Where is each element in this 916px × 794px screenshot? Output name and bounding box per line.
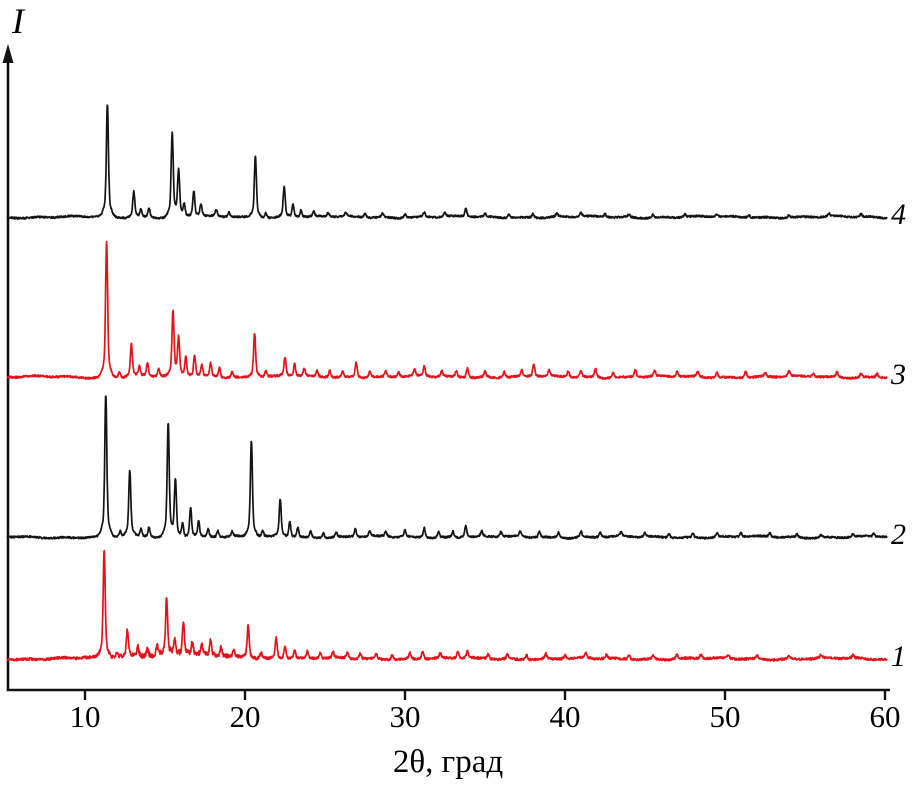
trace-1 xyxy=(6,549,888,662)
x-tick-label: 40 xyxy=(549,699,581,734)
trace-2 xyxy=(6,395,888,541)
x-tick-label: 10 xyxy=(69,699,101,734)
trace-3 xyxy=(6,240,888,380)
x-tick-label: 60 xyxy=(869,699,901,734)
x-tick-label: 30 xyxy=(389,699,421,734)
x-axis-label: 2θ, град xyxy=(392,744,504,780)
series-label-3: 3 xyxy=(891,358,906,391)
x-tick-label: 50 xyxy=(709,699,741,734)
x-tick-label: 20 xyxy=(229,699,261,734)
series-label-1: 1 xyxy=(891,640,906,673)
series-label-2: 2 xyxy=(891,518,906,551)
y-axis-label: I xyxy=(12,1,24,41)
trace-4 xyxy=(6,104,888,220)
series-label-4: 4 xyxy=(891,198,906,231)
